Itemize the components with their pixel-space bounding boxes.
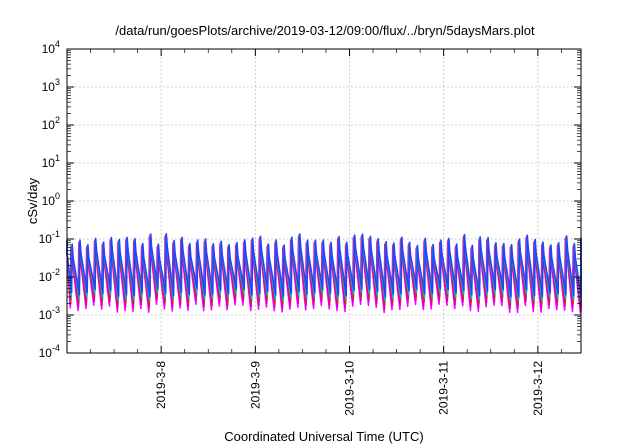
x-tick-label: 2019-3-10: [343, 361, 357, 416]
x-tick-label: 2019-3-11: [437, 361, 451, 415]
x-tick-label: 2019-3-12: [531, 361, 545, 416]
chart-title: /data/run/goesPlots/archive/2019-03-12/0…: [115, 23, 535, 38]
flux-series-line: [66, 233, 582, 298]
y-tick-label: 10-4: [39, 343, 60, 360]
series-group: [66, 233, 582, 314]
y-tick-label: 103: [42, 77, 60, 94]
y-axis-label: cSv/day: [25, 177, 40, 224]
y-tick-label: 102: [42, 115, 60, 132]
y-tick-label: 10-3: [39, 305, 60, 322]
x-axis-label: Coordinated Universal Time (UTC): [224, 429, 423, 444]
y-tick-label: 100: [42, 191, 60, 208]
x-tick-label: 2019-3-9: [248, 361, 262, 409]
y-tick-label: 10-1: [39, 229, 60, 246]
y-tick-label: 101: [42, 153, 60, 170]
x-axis-ticks: 2019-3-8 2019-3-9 2019-3-10 2019-3-11 2019-3…: [90, 49, 562, 416]
y-tick-label: 104: [42, 39, 60, 56]
x-tick-label: 2019-3-8: [154, 361, 168, 409]
y-axis-ticks: 104 103 102 101 100 10-1 10-2 10-3 10-4: [39, 39, 581, 360]
y-tick-label: 10-2: [39, 267, 60, 284]
